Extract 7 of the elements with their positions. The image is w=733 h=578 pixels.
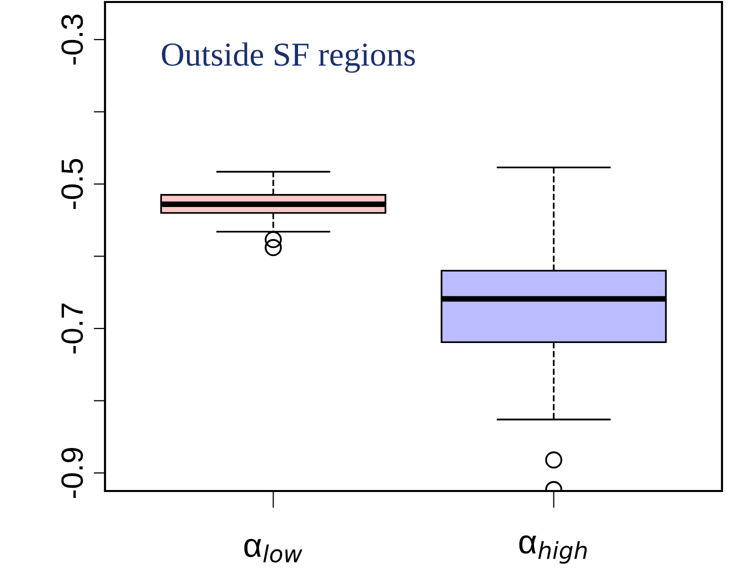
y-tick-label: -0.5 (61, 158, 83, 209)
x-tick-label: α$_{high}$ (519, 535, 587, 564)
y-tick-label: -0.9 (61, 448, 83, 498)
y-tick-label: -0.3 (61, 14, 83, 65)
x-tick-label: α$_{low}$ (244, 538, 302, 563)
y-tick-label: -0.7 (61, 304, 83, 354)
annotation: Outside SF regions (162, 42, 415, 73)
